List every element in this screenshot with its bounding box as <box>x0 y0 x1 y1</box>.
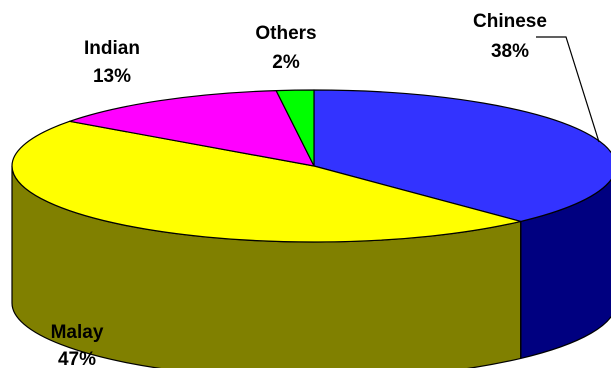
leader-lines <box>536 36 600 143</box>
slice-labels: Chinese 38% Malay 47% Indian 13% Others … <box>51 11 547 368</box>
leader-line-chinese <box>536 36 600 143</box>
pie-sides <box>11 165 611 368</box>
label-chinese-value: 38% <box>491 41 529 62</box>
label-chinese-name: Chinese <box>473 11 547 32</box>
label-indian-value: 13% <box>93 66 131 87</box>
label-malay-value: 47% <box>58 349 96 368</box>
pie-tops <box>11 89 611 243</box>
pie-slice-indian <box>69 90 315 167</box>
pie-slice-others <box>275 89 315 167</box>
pie-slice-malay <box>11 120 522 243</box>
label-malay-name: Malay <box>51 322 104 343</box>
label-indian-name: Indian <box>84 38 140 59</box>
pie-slice-chinese <box>313 89 611 222</box>
label-others-value: 2% <box>272 52 300 73</box>
label-others-name: Others <box>255 23 316 44</box>
